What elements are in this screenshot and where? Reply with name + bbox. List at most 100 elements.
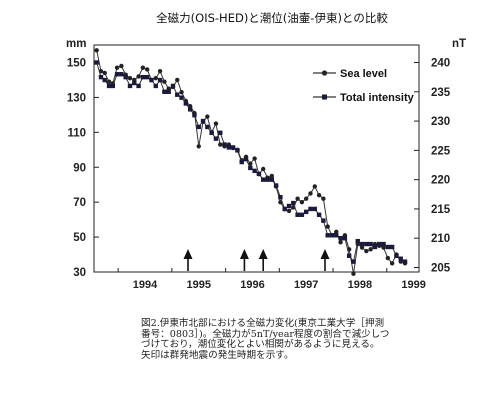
point-sea-level [261, 166, 266, 172]
point-sea-level [389, 261, 395, 266]
point-total-intensity [402, 259, 408, 264]
point-total-intensity [162, 89, 167, 94]
point-total-intensity [381, 241, 386, 247]
point-total-intensity [312, 206, 317, 212]
point-total-intensity [144, 74, 150, 80]
point-total-intensity [316, 212, 322, 217]
point-total-intensity [252, 168, 257, 174]
point-total-intensity [273, 183, 279, 188]
y-left-axis: 150 130 110 90 70 50 30 [67, 58, 99, 279]
point-sea-level [102, 70, 107, 76]
point-total-intensity [157, 77, 163, 83]
event-arrow-head [258, 249, 268, 259]
point-sea-level [368, 247, 373, 252]
x-axis: 1994 1995 1996 1997 1998 1999 [117, 268, 426, 291]
point-sea-level [269, 173, 275, 179]
x-tick-label: 1994 [133, 279, 158, 291]
legend-label-sea-level: Sea level [340, 68, 387, 80]
y-right-tick-label: 235 [431, 87, 451, 99]
point-total-intensity [291, 200, 296, 206]
point-sea-level [127, 76, 133, 81]
caption-line: 矢印は群発地震の発生時期を示す。 [141, 349, 294, 361]
x-tick-label: 1999 [401, 279, 425, 291]
y-left-tick-label: 130 [67, 92, 86, 104]
point-sea-level [312, 184, 317, 189]
point-total-intensity [321, 218, 326, 223]
point-sea-level [179, 89, 184, 95]
point-sea-level [381, 245, 386, 250]
point-total-intensity [282, 206, 287, 212]
point-total-intensity [239, 159, 244, 165]
point-total-intensity [102, 77, 107, 83]
point-sea-level [338, 240, 343, 245]
point-total-intensity [98, 74, 104, 80]
point-total-intensity [265, 177, 270, 182]
point-sea-level [359, 245, 365, 250]
chart-title: 全磁力(OIS-HED)と潮位(油壷-伊東)との比較 [156, 11, 388, 25]
point-sea-level [316, 192, 322, 198]
point-total-intensity [389, 244, 395, 250]
point-total-intensity [209, 130, 214, 135]
point-sea-level [299, 199, 305, 205]
point-sea-level [385, 255, 391, 261]
point-sea-level [303, 196, 309, 201]
x-tick-label: 1998 [348, 279, 372, 291]
x-tick-label: 1995 [187, 279, 211, 291]
point-sea-level [308, 191, 313, 196]
point-sea-level [334, 229, 339, 235]
point-total-intensity [359, 241, 365, 247]
point-total-intensity [205, 124, 210, 130]
point-sea-level [213, 121, 219, 126]
point-total-intensity [213, 136, 219, 141]
event-arrow-head [320, 249, 330, 259]
point-total-intensity [295, 212, 300, 217]
y-left-tick-label: 150 [67, 58, 86, 70]
point-total-intensity [183, 101, 189, 106]
point-total-intensity [187, 107, 193, 112]
point-total-intensity [132, 80, 137, 86]
point-total-intensity [140, 74, 146, 80]
y-left-tick-label: 90 [73, 162, 86, 174]
point-total-intensity [355, 238, 360, 244]
point-total-intensity [170, 83, 176, 89]
point-sea-level [144, 67, 150, 72]
point-sea-level [196, 144, 201, 149]
legend: Sea level Total intensity [313, 68, 415, 104]
point-sea-level [321, 196, 326, 201]
legend-label-total-intensity: Total intensity [340, 92, 415, 104]
point-total-intensity [338, 236, 343, 241]
point-total-intensity [299, 212, 305, 217]
y-right-tick-label: 240 [431, 58, 450, 70]
point-total-intensity [218, 130, 223, 135]
point-total-intensity [110, 83, 116, 89]
point-total-intensity [127, 83, 133, 89]
point-sea-level [252, 156, 257, 161]
legend-marker-total-intensity [322, 94, 327, 100]
point-total-intensity [269, 177, 275, 182]
point-total-intensity [351, 259, 356, 264]
point-total-intensity [106, 83, 112, 89]
point-total-intensity [200, 118, 206, 124]
x-tick-label: 1997 [294, 279, 318, 291]
point-total-intensity [222, 142, 227, 147]
point-total-intensity [368, 241, 373, 247]
point-total-intensity [278, 195, 283, 200]
y-right-tick-label: 210 [431, 233, 450, 245]
y-left-tick-label: 110 [67, 127, 86, 139]
point-sea-level [106, 79, 112, 84]
point-total-intensity [166, 89, 171, 94]
event-arrow-head [239, 249, 249, 259]
point-total-intensity [230, 145, 236, 150]
point-sea-level [175, 77, 180, 83]
point-total-intensity [226, 145, 232, 150]
point-sea-level [140, 65, 146, 70]
point-total-intensity [153, 83, 158, 89]
y-right-unit: nT [452, 38, 466, 50]
point-sea-level [94, 48, 99, 53]
figure-caption: 図2.伊東市北部における全磁力変化(東京工業大学［押測 番号：0803］)。全磁… [141, 318, 471, 361]
point-total-intensity [196, 124, 201, 130]
point-sea-level [157, 69, 163, 74]
caption-line: 番号：0803］)。全磁力が5nT/year程度の割合で減少しつ [141, 328, 390, 340]
point-total-intensity [243, 156, 249, 162]
